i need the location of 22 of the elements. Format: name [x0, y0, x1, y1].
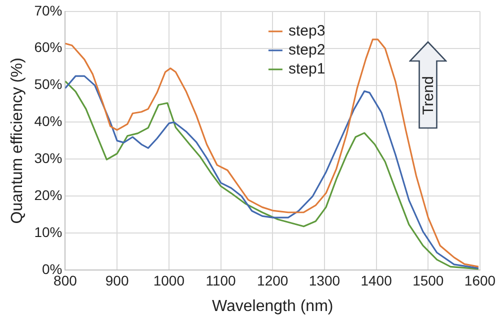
y-tick-label: 20%	[34, 186, 62, 203]
y-tick-label: 50%	[34, 76, 62, 92]
x-tick-label: 1400	[360, 272, 392, 288]
y-tick-label: 30%	[34, 150, 62, 166]
y-tick-label: 0%	[42, 260, 62, 277]
legend-label: step3	[288, 22, 326, 40]
x-tick-label: 1600	[464, 272, 496, 288]
y-tick-label: 10%	[34, 224, 62, 240]
x-axis-title: Wavelength (nm)	[212, 298, 334, 315]
y-axis-title: Quantum efficiency (%)	[9, 58, 26, 224]
x-tick-label: 1500	[412, 272, 444, 288]
x-tick-label: 1100	[206, 272, 236, 288]
x-tick-label: 900	[105, 272, 129, 288]
annotation: Trend	[420, 76, 437, 115]
y-tick-label: 40%	[34, 113, 62, 130]
x-tick-label: 1000	[153, 272, 185, 288]
y-tick-label: 60%	[34, 39, 62, 56]
legend-label: step1	[288, 60, 326, 78]
x-tick-label: 1300	[308, 272, 340, 288]
legend-label: step2	[288, 42, 326, 59]
x-tick-label: 1200	[257, 272, 288, 288]
y-tick-label: 70%	[34, 2, 62, 18]
